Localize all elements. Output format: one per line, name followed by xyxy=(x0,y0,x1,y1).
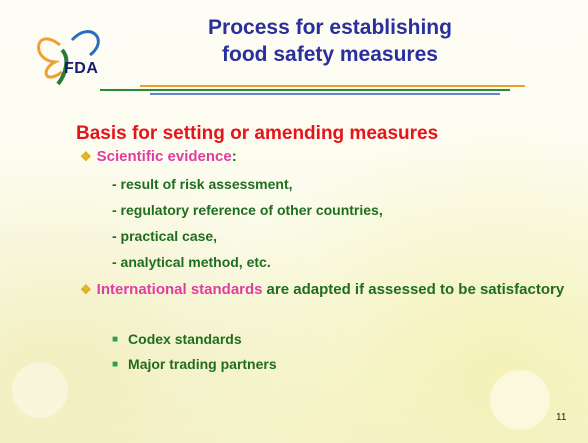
item: - regulatory reference of other countrie… xyxy=(112,202,383,218)
heading: Basis for setting or amending measures xyxy=(76,123,439,144)
title-line: Process for establishing xyxy=(208,16,452,39)
highlight: Scientific evidence xyxy=(96,148,232,165)
title: Process for establishing food safety mea… xyxy=(120,14,540,68)
sub-item: Codex standards xyxy=(112,331,242,347)
item: - practical case, xyxy=(112,228,218,244)
title-line: food safety measures xyxy=(222,43,438,66)
highlight: International standards xyxy=(96,281,263,298)
item: - result of risk assessment, xyxy=(112,176,293,192)
logo-island xyxy=(56,48,69,86)
flower-glow xyxy=(12,362,68,418)
logo-text: FDA xyxy=(64,60,99,77)
logo-wing xyxy=(37,37,63,79)
flower-glow xyxy=(490,370,550,430)
page-number: 11 xyxy=(556,412,567,423)
sub-item: Major trading partners xyxy=(112,356,277,372)
bullet-text: are adapted if assessed to be satisfacto… xyxy=(266,281,565,298)
logo-wing xyxy=(70,30,100,57)
bullet-text: : xyxy=(231,148,237,165)
bullet: Scientific evidence: xyxy=(80,146,237,168)
item: - analytical method, etc. xyxy=(112,254,271,270)
